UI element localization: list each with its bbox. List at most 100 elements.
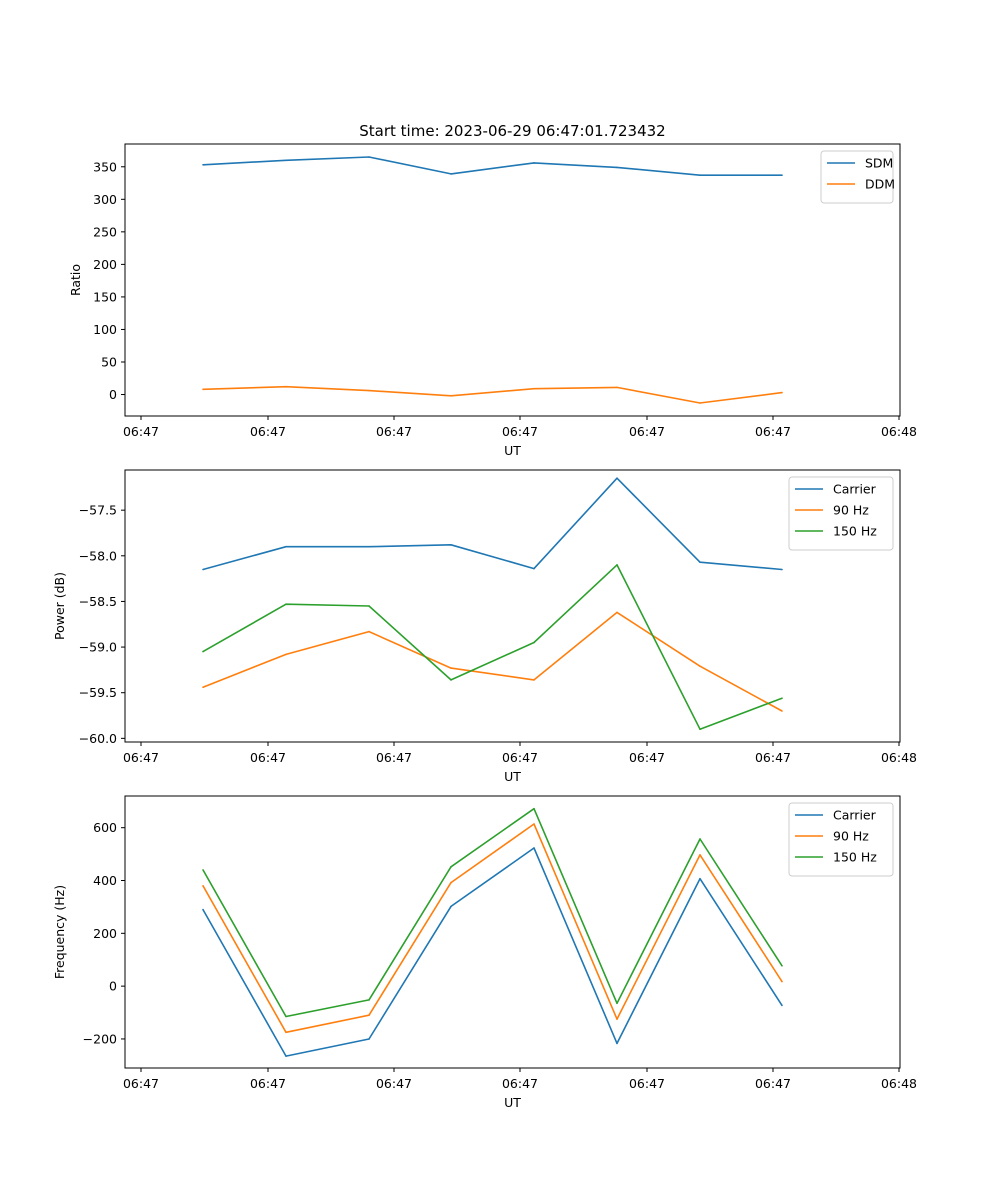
x-tick-label: 06:47 xyxy=(123,424,159,439)
data-point-150-hz xyxy=(450,866,452,868)
data-point-90-hz xyxy=(450,881,452,884)
data-point-90-hz xyxy=(781,980,783,983)
data-point-carrier xyxy=(368,1038,370,1040)
y-tick-label: 200 xyxy=(93,926,117,941)
series-line-90-hz xyxy=(202,611,783,712)
data-point-ddm xyxy=(450,395,452,397)
data-point-carrier xyxy=(781,1004,783,1007)
y-tick-label: 100 xyxy=(93,322,117,337)
data-point-150-hz xyxy=(616,564,618,566)
data-point-150-hz xyxy=(202,650,204,653)
data-point-90-hz xyxy=(202,686,204,688)
data-point-ddm xyxy=(533,387,535,390)
y-tick-label: −57.5 xyxy=(79,503,117,518)
data-point-90-hz xyxy=(699,665,701,667)
data-point-carrier xyxy=(699,561,701,563)
y-tick-label: 200 xyxy=(93,257,117,272)
data-point-150-hz xyxy=(699,728,701,730)
data-point-90-hz xyxy=(533,823,535,825)
series-line-carrier xyxy=(202,847,783,1057)
x-tick-label: 06:47 xyxy=(123,1076,159,1091)
data-point-150-hz xyxy=(533,641,535,644)
data-point-90-hz xyxy=(699,854,701,856)
data-point-150-hz xyxy=(202,869,204,871)
data-point-150-hz xyxy=(450,679,452,681)
data-point-150-hz xyxy=(285,1015,287,1018)
legend-label: SDM xyxy=(865,156,893,171)
data-point-150-hz xyxy=(699,838,701,840)
data-point-carrier xyxy=(450,905,452,908)
legend: Carrier 90 Hz 150 Hz xyxy=(788,802,894,877)
data-point-sdm xyxy=(202,164,204,166)
data-point-90-hz xyxy=(616,611,618,614)
x-tick-label: 06:47 xyxy=(250,1076,286,1091)
data-point-90-hz xyxy=(285,1031,287,1034)
data-point-150-hz xyxy=(368,605,370,607)
x-tick-label: 06:47 xyxy=(376,424,412,439)
data-point-carrier xyxy=(616,1042,618,1045)
x-axis-label: UT xyxy=(504,1095,521,1110)
data-point-150-hz xyxy=(368,999,370,1001)
y-tick-label: 350 xyxy=(93,159,117,174)
y-tick-label: −60.0 xyxy=(79,731,117,746)
y-tick-label: 0 xyxy=(109,387,117,402)
legend-label: 150 Hz xyxy=(833,850,877,865)
x-tick-label: 06:47 xyxy=(502,424,538,439)
legend-label: 90 Hz xyxy=(833,503,869,518)
data-point-ddm xyxy=(616,386,618,389)
data-point-ddm xyxy=(285,385,287,388)
data-point-90-hz xyxy=(781,710,783,712)
data-point-carrier xyxy=(616,477,618,480)
y-tick-label: 150 xyxy=(93,289,117,304)
x-tick-label: 06:47 xyxy=(755,750,791,765)
data-point-carrier xyxy=(533,567,535,570)
x-tick-label: 06:48 xyxy=(881,750,917,765)
y-tick-label: −59.5 xyxy=(79,685,117,700)
data-point-sdm xyxy=(699,174,701,176)
y-tick-label: 300 xyxy=(93,192,117,207)
legend-label: 150 Hz xyxy=(833,524,877,539)
data-point-sdm xyxy=(616,166,618,169)
chart-panel-3: 06:47 06:47 06:47 06:47 06:47 06:47 06:48 UT −20… xyxy=(52,795,917,1110)
data-point-sdm xyxy=(368,156,370,158)
y-tick-label: 250 xyxy=(93,224,117,239)
legend-box xyxy=(820,150,894,204)
x-tick-label: 06:47 xyxy=(123,750,159,765)
x-tick-label: 06:47 xyxy=(629,424,665,439)
y-tick-label: 0 xyxy=(109,979,117,994)
x-axis-label: UT xyxy=(504,443,521,458)
x-tick-label: 06:47 xyxy=(376,1076,412,1091)
y-tick-label: 50 xyxy=(101,354,117,369)
legend-label: DDM xyxy=(865,177,895,192)
x-tick-label: 06:47 xyxy=(755,424,791,439)
data-point-90-hz xyxy=(368,1014,370,1016)
legend-label: 90 Hz xyxy=(833,829,869,844)
data-point-150-hz xyxy=(781,965,783,967)
legend: SDM DDM xyxy=(820,150,895,204)
x-tick-label: 06:47 xyxy=(755,1076,791,1091)
x-tick-label: 06:47 xyxy=(502,1076,538,1091)
y-axis-label: Ratio xyxy=(68,264,83,296)
data-point-ddm xyxy=(699,402,701,404)
series-line-150-hz xyxy=(202,564,783,731)
series-line-carrier xyxy=(202,477,783,571)
series-line-sdm xyxy=(202,156,782,176)
data-point-carrier xyxy=(781,568,783,571)
data-point-150-hz xyxy=(533,807,535,810)
y-tick-label: 400 xyxy=(93,873,117,888)
x-tick-label: 06:47 xyxy=(250,750,286,765)
data-point-90-hz xyxy=(450,667,452,669)
data-point-carrier xyxy=(533,847,535,849)
y-tick-label: 600 xyxy=(93,820,117,835)
x-tick-label: 06:47 xyxy=(629,1076,665,1091)
axes-frame xyxy=(124,469,901,743)
series-line-90-hz xyxy=(202,823,783,1034)
chart-panel-2: 06:47 06:47 06:47 06:47 06:47 06:47 06:48 UT −60… xyxy=(52,469,917,784)
data-point-ddm xyxy=(368,389,370,392)
data-point-sdm xyxy=(781,174,783,176)
legend-label: Carrier xyxy=(833,808,877,823)
x-axis-label: UT xyxy=(504,769,521,784)
series-line-150-hz xyxy=(202,807,783,1018)
data-point-sdm xyxy=(285,159,287,162)
x-tick-label: 06:47 xyxy=(502,750,538,765)
